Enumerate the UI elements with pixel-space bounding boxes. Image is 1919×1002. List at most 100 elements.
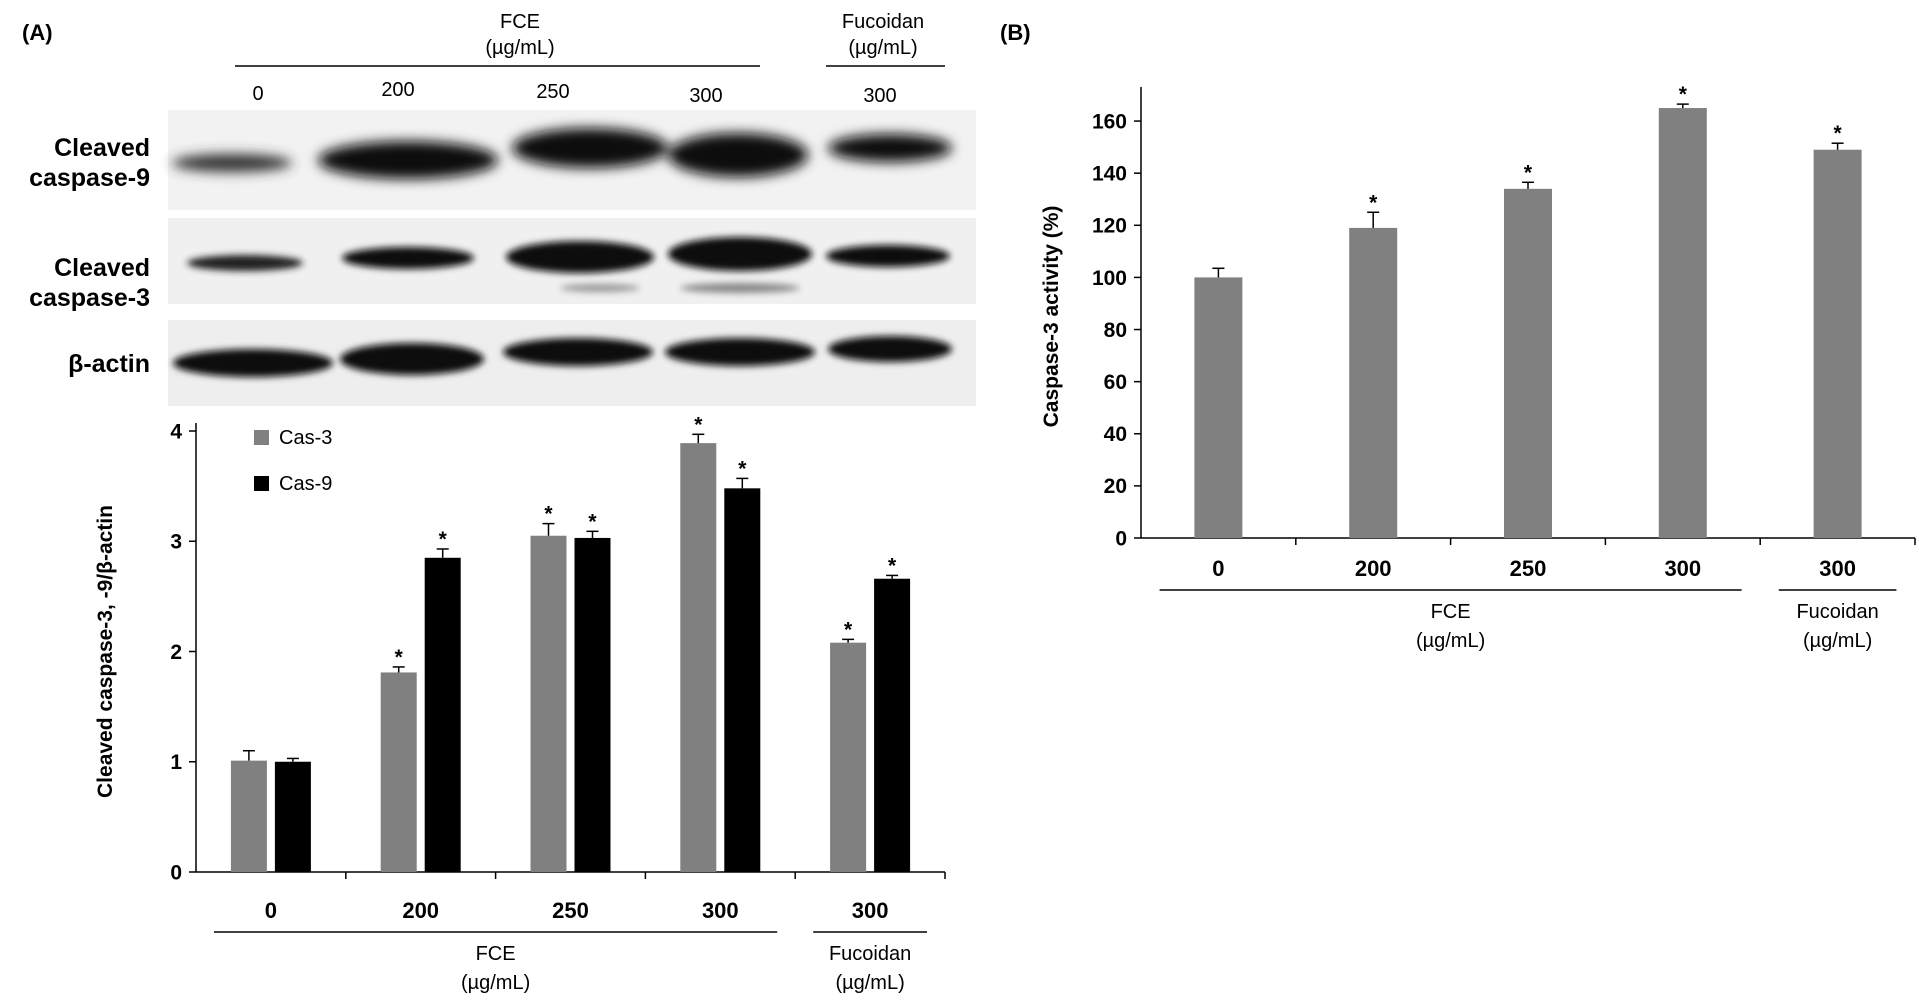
y-tick-label: 40 — [1104, 423, 1127, 446]
chart-a: 0 1 2 3 4 Cleaved caspase-3, -9/β-actin * * * * * *… — [94, 413, 946, 994]
chart-b: 0 20 40 60 80 100 120 140 160 Caspase-3 activity … — [1040, 83, 1916, 652]
significance-marker: * — [694, 413, 703, 436]
blot-lane-label: 200 — [381, 79, 414, 101]
bar — [530, 535, 567, 872]
bar — [380, 672, 417, 872]
blot-band — [173, 349, 333, 377]
x-tick-label: 300 — [1819, 556, 1856, 581]
significance-marker: * — [544, 503, 553, 526]
blot-band — [512, 128, 668, 168]
blot-bands-actin — [173, 336, 952, 377]
x-tick-label: 250 — [1510, 556, 1547, 581]
blot-band — [668, 133, 808, 177]
significance-marker: * — [1679, 83, 1688, 106]
blot-band — [503, 338, 653, 366]
group-label: (µg/mL) — [835, 972, 904, 994]
blot-row-label-caspase3: caspase-3 — [29, 284, 150, 312]
x-tick-label: 0 — [1212, 556, 1224, 581]
y-tick-label: 60 — [1104, 371, 1127, 394]
blot-band — [187, 255, 303, 271]
blot-band — [340, 343, 484, 375]
blot-bands-caspase3 — [187, 237, 950, 293]
x-tick-label: 300 — [852, 898, 889, 923]
blot-lane-label: 300 — [863, 85, 896, 107]
group-label: FCE — [476, 943, 516, 965]
blot-band — [342, 247, 474, 269]
bar — [1813, 149, 1862, 539]
blot-lane-label: 250 — [536, 81, 569, 103]
blot-lane-label: 0 — [252, 83, 263, 105]
blot-band — [828, 336, 952, 362]
bar — [274, 761, 311, 872]
significance-marker: * — [439, 528, 448, 551]
group-label: Fucoidan — [1796, 601, 1878, 623]
y-tick-label: 2 — [170, 641, 182, 664]
x-tick-label: 250 — [552, 898, 589, 923]
y-tick-label: 4 — [170, 420, 182, 443]
y-tick-label: 1 — [170, 751, 182, 774]
blot-band — [560, 284, 640, 292]
panel-a-label: (A) — [22, 20, 53, 45]
significance-marker: * — [395, 646, 404, 669]
group-label: (µg/mL) — [461, 972, 530, 994]
legend-entry: Cas-3 — [279, 427, 332, 449]
bar — [574, 537, 611, 872]
blot-row-label-caspase9: caspase-9 — [29, 164, 150, 192]
bar — [680, 443, 717, 872]
y-tick-label: 3 — [170, 531, 182, 554]
y-tick-label: 160 — [1092, 110, 1127, 133]
blot-band — [172, 154, 292, 172]
legend-swatch — [254, 430, 269, 445]
y-tick-label: 0 — [170, 861, 182, 884]
bar — [830, 642, 867, 872]
y-tick-label: 120 — [1092, 215, 1127, 238]
blot-lane-label: 300 — [689, 85, 722, 107]
bar — [724, 488, 761, 872]
legend-swatch — [254, 476, 269, 491]
group-label: FCE — [1431, 601, 1471, 623]
blot-fce-header-line1: FCE — [500, 11, 540, 33]
y-tick-label: 140 — [1092, 163, 1127, 186]
group-label: (µg/mL) — [1416, 630, 1485, 652]
x-tick-label: 300 — [702, 898, 739, 923]
group-label: Fucoidan — [829, 943, 911, 965]
panel-b-label: (B) — [1000, 20, 1031, 45]
bar — [1658, 108, 1707, 538]
y-axis-label: Caspase-3 activity (%) — [1040, 206, 1063, 428]
significance-marker: * — [738, 457, 747, 480]
blot-band — [680, 283, 800, 293]
bar — [230, 760, 267, 872]
blot-band — [828, 134, 952, 162]
bar — [1349, 227, 1398, 538]
bar — [874, 578, 911, 872]
western-blot: FCE (µg/mL) Fucoidan (µg/mL) 0 200 250 3… — [29, 11, 976, 406]
blot-row-label-caspase9: Cleaved — [54, 134, 150, 162]
blot-band — [506, 241, 654, 273]
y-tick-label: 80 — [1104, 319, 1127, 342]
bar — [1504, 188, 1552, 538]
legend-entry: Cas-9 — [279, 473, 332, 495]
y-tick-label: 20 — [1104, 475, 1127, 498]
blot-fucoidan-header-line2: (µg/mL) — [848, 37, 917, 59]
blot-bands-caspase9 — [172, 128, 952, 179]
significance-marker: * — [1369, 191, 1378, 214]
blot-row-label-actin: β-actin — [68, 350, 150, 378]
significance-marker: * — [1834, 122, 1843, 145]
blot-fce-header-line2: (µg/mL) — [485, 37, 554, 59]
x-tick-label: 200 — [402, 898, 439, 923]
x-tick-label: 0 — [265, 898, 277, 923]
x-tick-label: 200 — [1355, 556, 1392, 581]
significance-marker: * — [1524, 161, 1533, 184]
blot-band — [318, 141, 498, 179]
blot-fucoidan-header-line1: Fucoidan — [842, 11, 924, 33]
y-tick-label: 0 — [1115, 527, 1127, 550]
blot-band — [668, 237, 812, 271]
bar — [424, 557, 461, 872]
blot-row-label-caspase3: Cleaved — [54, 254, 150, 282]
y-tick-label: 100 — [1092, 267, 1127, 290]
bar — [1194, 277, 1243, 538]
significance-marker: * — [844, 618, 853, 641]
significance-marker: * — [588, 510, 597, 533]
x-tick-label: 300 — [1664, 556, 1701, 581]
